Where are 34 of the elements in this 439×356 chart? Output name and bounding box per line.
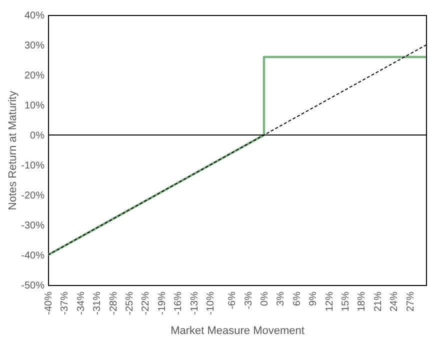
- x-tick-label: 0%: [260, 291, 270, 306]
- x-tick-label: -13%: [189, 291, 200, 315]
- x-tick-label: -19%: [156, 291, 168, 315]
- y-tick-label: 40%: [24, 10, 45, 22]
- y-tick-label: -40%: [21, 250, 45, 262]
- x-tick-label: -10%: [206, 291, 216, 315]
- y-tick-label: -20%: [21, 190, 45, 202]
- x-tick-label: -6%: [227, 291, 238, 310]
- x-tick-label: 21%: [372, 291, 384, 312]
- x-tick-label: 24%: [389, 291, 400, 312]
- x-tick-label: -34%: [76, 291, 87, 315]
- x-tick-label: 12%: [324, 291, 336, 312]
- x-tick-label: -37%: [60, 291, 71, 315]
- x-tick-label: 6%: [292, 291, 303, 306]
- y-tick-label: 20%: [24, 70, 45, 82]
- x-tick-label: 9%: [308, 291, 320, 306]
- y-tick-label: -30%: [21, 220, 45, 232]
- y-tick-label: 10%: [24, 100, 45, 112]
- x-tick-label: -28%: [108, 291, 120, 315]
- y-tick-label: -50%: [21, 280, 45, 292]
- x-tick-label: 18%: [356, 291, 368, 312]
- x-tick-label: -3%: [243, 291, 254, 310]
- x-tick-label: -16%: [173, 291, 184, 315]
- y-axis-title: Notes Return at Maturity: [7, 90, 20, 210]
- x-tick-label: 3%: [276, 291, 287, 306]
- y-tick-label: 0%: [30, 130, 45, 142]
- x-axis-title: Market Measure Movement: [170, 324, 304, 337]
- y-tick-label: -10%: [21, 160, 45, 172]
- y-tick-label: 30%: [24, 40, 45, 52]
- x-tick-label: -31%: [92, 291, 104, 315]
- x-tick-label: -22%: [140, 291, 152, 315]
- x-tick-label: -25%: [124, 291, 136, 315]
- x-tick-label: 27%: [405, 291, 416, 312]
- x-tick-label: 15%: [340, 291, 352, 312]
